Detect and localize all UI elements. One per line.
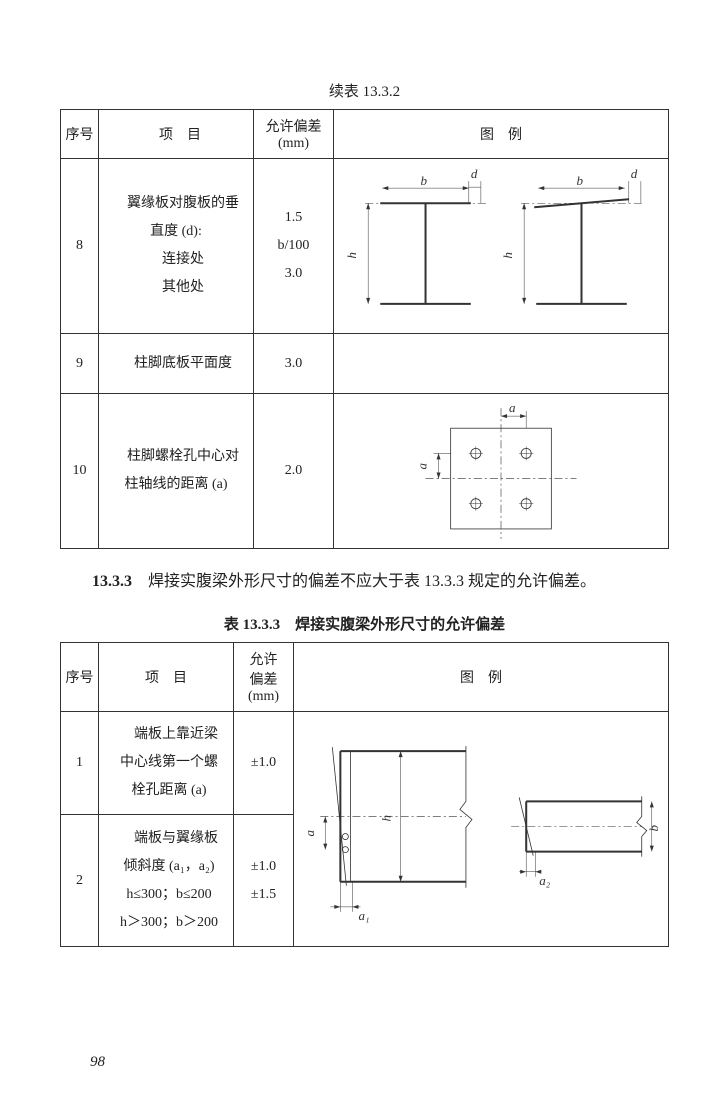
svg-text:a: a	[509, 400, 516, 415]
th-diag: 图 例	[334, 110, 669, 159]
svg-text:b: b	[646, 825, 661, 832]
th-item: 项 目	[99, 110, 254, 159]
svg-text:b: b	[576, 173, 583, 188]
row9-diagram	[334, 334, 669, 394]
svg-text:d: d	[631, 166, 638, 181]
row10-item: 柱脚螺栓孔中心对 柱轴线的距离 (a)	[99, 394, 254, 549]
table1: 序号 项 目 允许偏差(mm) 图 例 8 翼缘板对腹板的垂 直度 (d): 连…	[60, 109, 669, 549]
th-tol: 允许偏差(mm)	[254, 110, 334, 159]
table2-caption: 表 13.3.3 焊接实腹梁外形尺寸的允许偏差	[60, 613, 669, 634]
t2row1-seq: 1	[61, 712, 99, 815]
svg-text:a: a	[302, 830, 317, 837]
row8-diagram: b d h	[334, 159, 669, 334]
row8-tol: 1.5 b/100 3.0	[254, 159, 334, 334]
th-seq: 序号	[61, 110, 99, 159]
row10-seq: 10	[61, 394, 99, 549]
t2row2-seq: 2	[61, 815, 99, 947]
table2: 序号 项 目 允许偏差(mm) 图 例 1 端板上靠近梁 中心线第一个螺 栓孔距…	[60, 642, 669, 947]
svg-text:d: d	[471, 166, 478, 181]
svg-text:h: h	[379, 815, 394, 822]
t2row2-item: 端板与翼缘板 倾斜度 (a₁，a₂) h≤300；b≤200 h＞300；b＞2…	[99, 815, 234, 947]
paragraph-13-3-3: 13.3.3 焊接实腹梁外形尺寸的偏差不应大于表 13.3.3 规定的允许偏差。	[60, 567, 669, 597]
t2row1-item: 端板上靠近梁 中心线第一个螺 栓孔距离 (a)	[99, 712, 234, 815]
svg-text:a₁: a₁	[358, 908, 369, 923]
row8-item: 翼缘板对腹板的垂 直度 (d): 连接处 其他处	[99, 159, 254, 334]
row9-seq: 9	[61, 334, 99, 394]
svg-text:a₂: a₂	[539, 873, 551, 888]
row10-tol: 2.0	[254, 394, 334, 549]
row9-item: 柱脚底板平面度	[99, 334, 254, 394]
t2row2-tol: ±1.0 ±1.5	[234, 815, 294, 947]
svg-text:h: h	[344, 252, 359, 259]
t2row1-tol: ±1.0	[234, 712, 294, 815]
svg-text:b: b	[421, 173, 428, 188]
svg-text:h: h	[500, 252, 515, 259]
row9-tol: 3.0	[254, 334, 334, 394]
th2-diag: 图 例	[294, 643, 669, 712]
th2-seq: 序号	[61, 643, 99, 712]
row10-diagram: a a	[334, 394, 669, 549]
row8-seq: 8	[61, 159, 99, 334]
table1-caption: 续表 13.3.2	[60, 80, 669, 101]
t2-diagram: h a a₁	[294, 712, 669, 947]
th2-item: 项 目	[99, 643, 234, 712]
page-number: 98	[90, 1054, 105, 1071]
svg-text:a: a	[414, 463, 429, 470]
th2-tol: 允许偏差(mm)	[234, 643, 294, 712]
